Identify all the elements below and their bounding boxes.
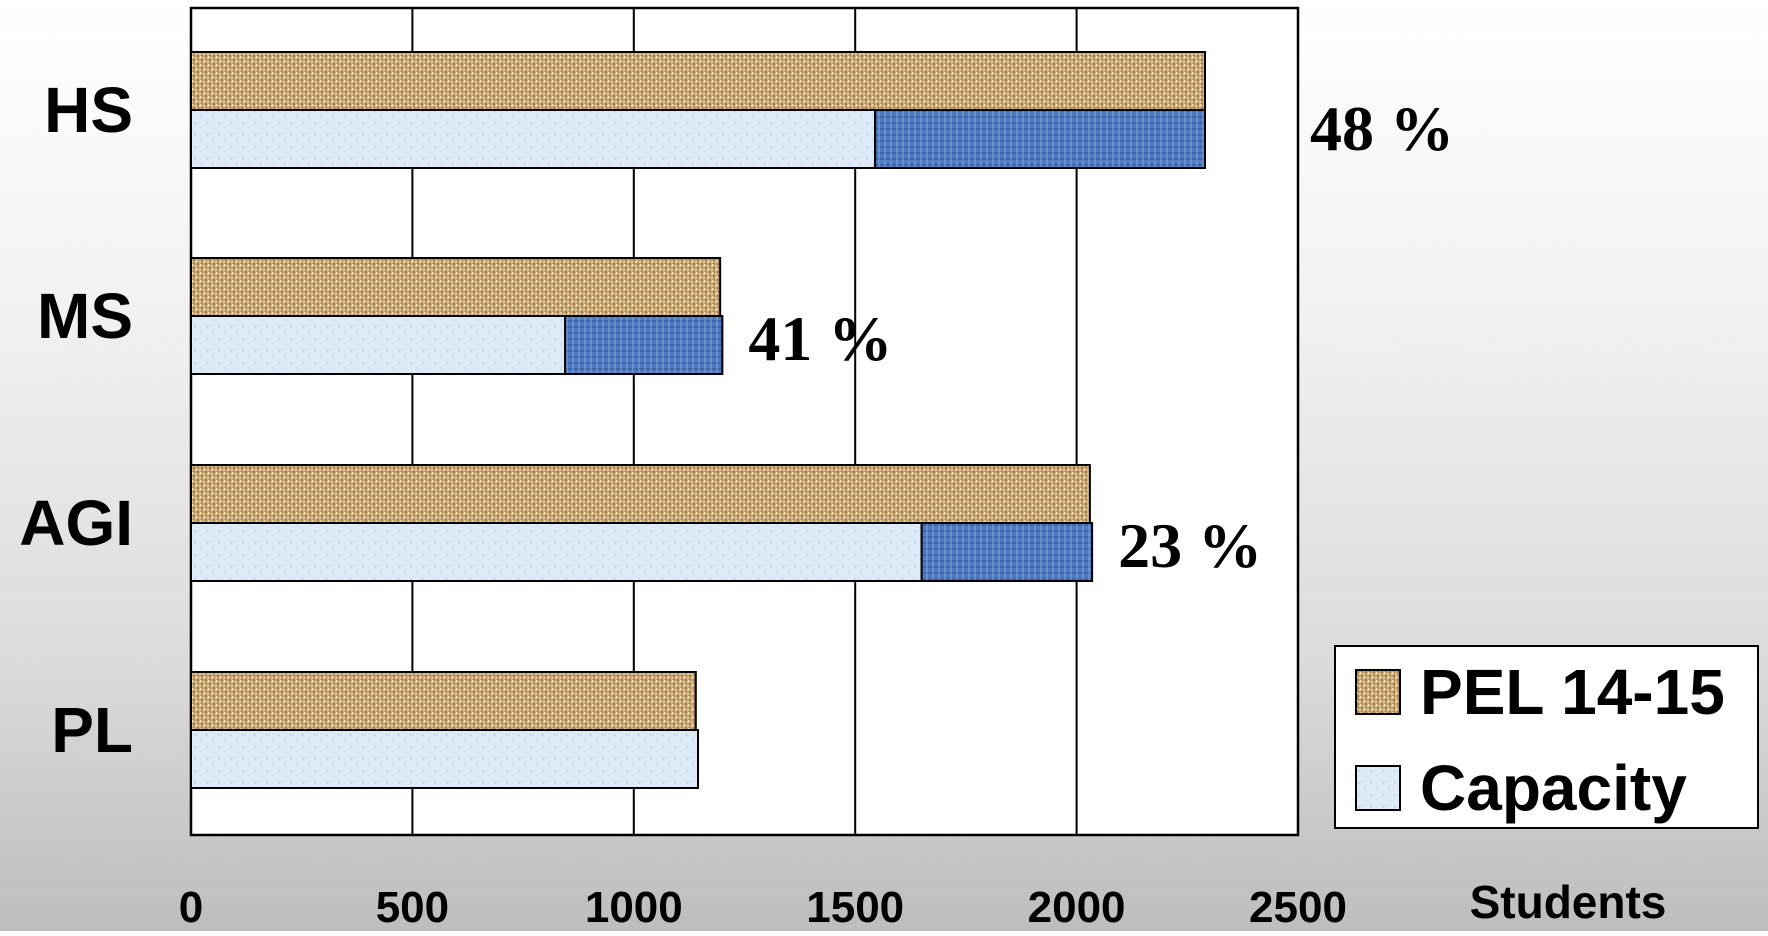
legend: PEL 14-15 Capacity: [1334, 645, 1759, 829]
bar-overflow-ms: [564, 315, 724, 375]
x-tick-label: 2000: [1028, 883, 1126, 931]
bar-pel-hs: [190, 51, 1207, 111]
bar-overflow-agi: [920, 522, 1094, 582]
bar-pel-pl: [190, 671, 697, 731]
legend-label-pel: PEL 14-15: [1420, 656, 1725, 728]
category-label-ms: MS: [37, 280, 133, 352]
bar-capacity-ms: [190, 315, 567, 375]
x-axis-title: Students: [1470, 876, 1667, 928]
legend-box: [1334, 645, 1759, 829]
x-tick-label: 500: [376, 883, 449, 931]
bar-capacity-pl: [190, 729, 700, 789]
bar-capacity-agi: [190, 522, 923, 582]
percent-label-ms: 41 %: [748, 303, 892, 374]
x-tick-label: 1000: [585, 883, 683, 931]
percent-label-agi: 23 %: [1118, 510, 1262, 581]
bar-capacity-hs: [190, 109, 877, 169]
bar-pel-ms: [190, 257, 722, 317]
legend-label-capacity: Capacity: [1420, 752, 1687, 824]
category-label-pl: PL: [51, 694, 133, 766]
x-tick-label: 1500: [806, 883, 904, 931]
bar-overflow-hs: [874, 109, 1207, 169]
bar-pel-agi: [190, 464, 1091, 524]
category-label-hs: HS: [44, 74, 133, 146]
percent-label-hs: 48 %: [1310, 93, 1454, 164]
plot-layer: HS 48 % MS 41 % AGI 23 % PL 0 500 1000 1500 2000 250…: [19, 6, 1667, 932]
plot-border: [189, 6, 1300, 837]
x-tick-label: 2500: [1249, 883, 1347, 931]
legend-swatch-pel: [1355, 669, 1401, 715]
legend-swatch-capacity: [1355, 765, 1401, 811]
category-label-agi: AGI: [19, 487, 133, 559]
x-tick-label: 0: [179, 883, 203, 931]
